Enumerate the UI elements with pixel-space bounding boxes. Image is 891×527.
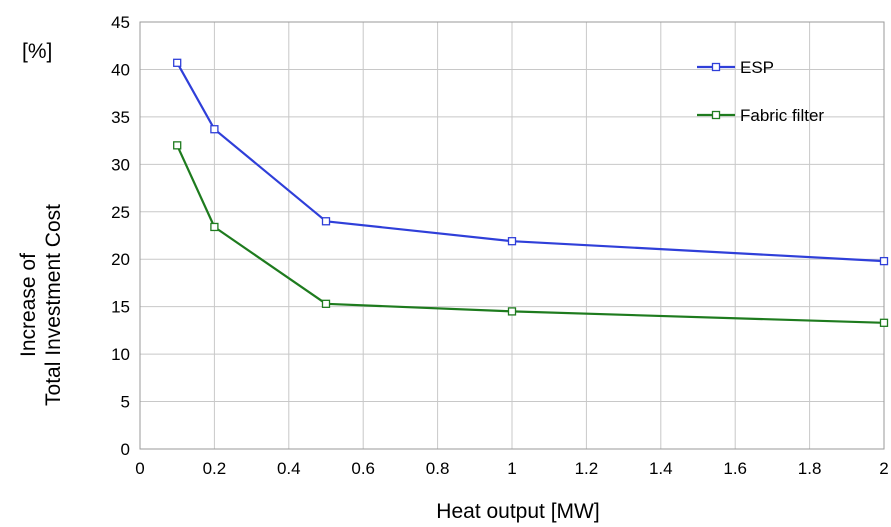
y-axis-unit: [%] (22, 40, 52, 63)
data-point-fabric-filter (173, 141, 182, 150)
y-tick-labels: 0 5 10 15 20 25 30 35 40 45 (111, 13, 130, 459)
y-tick-label: 0 (121, 440, 130, 459)
x-axis-title: Heat output [MW] (436, 500, 599, 523)
x-tick-label: 2 (879, 459, 888, 478)
x-tick-label: 0 (135, 459, 144, 478)
y-tick-label: 15 (111, 298, 130, 317)
legend-marker-fabric-filter (711, 110, 721, 120)
data-point-esp (210, 125, 219, 134)
y-tick-label: 25 (111, 203, 130, 222)
legend-label-fabric-filter: Fabric filter (740, 106, 824, 125)
x-tick-labels: 0 0.2 0.4 0.6 0.8 1 1.2 1.4 1.6 1.8 2 (135, 459, 888, 478)
data-point-esp (507, 237, 517, 246)
y-axis-title-line-1: Increase of (17, 253, 40, 357)
legend-marker-esp (711, 62, 721, 72)
data-point-esp (321, 217, 331, 226)
x-tick-label: 1.4 (649, 459, 673, 478)
x-tick-label: 1.8 (798, 459, 822, 478)
data-point-fabric-filter (879, 318, 889, 327)
y-tick-label: 30 (111, 155, 130, 174)
x-tick-label: 1.2 (575, 459, 599, 478)
data-point-fabric-filter (507, 307, 517, 316)
y-axis-title-line-2: Total Investment Cost (42, 204, 65, 406)
y-tick-label: 35 (111, 108, 130, 127)
y-tick-label: 40 (111, 60, 130, 79)
x-tick-label: 1 (507, 459, 516, 478)
x-tick-label: 1.6 (723, 459, 747, 478)
y-tick-label: 10 (111, 345, 130, 364)
legend: ESP Fabric filter (697, 58, 824, 125)
x-tick-label: 0.8 (426, 459, 450, 478)
series-line-fabric-filter (176, 144, 885, 324)
gridlines (139, 21, 885, 450)
data-point-esp (173, 58, 182, 67)
y-tick-label: 5 (121, 393, 130, 412)
y-tick-label: 45 (111, 13, 130, 32)
series-line-esp (176, 62, 885, 263)
x-tick-label: 0.6 (351, 459, 375, 478)
x-tick-label: 0.2 (203, 459, 227, 478)
x-tick-label: 0.4 (277, 459, 301, 478)
legend-label-esp: ESP (740, 58, 774, 77)
series-lines (173, 58, 889, 327)
data-point-fabric-filter (210, 222, 219, 232)
data-point-esp (879, 256, 889, 266)
data-point-fabric-filter (321, 299, 331, 308)
plot-area-frame (139, 21, 885, 450)
y-tick-label: 20 (111, 250, 130, 269)
